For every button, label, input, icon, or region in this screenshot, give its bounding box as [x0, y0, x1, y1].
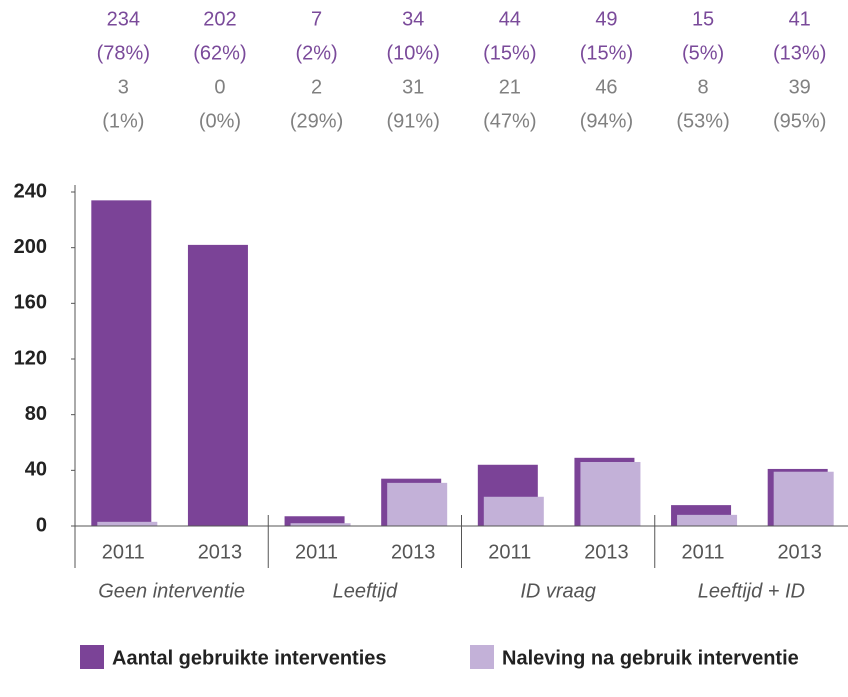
x-tick-label: 2011: [682, 541, 725, 563]
percentage-label: (94%): [580, 110, 633, 132]
value-label: 34: [402, 8, 424, 30]
bar: [97, 521, 158, 526]
bar: [773, 471, 834, 526]
x-tick-label: 2013: [198, 541, 243, 563]
percentage-label: (95%): [773, 110, 826, 132]
value-label: 202: [203, 8, 236, 30]
percentage-label: (78%): [97, 42, 150, 64]
value-label: 44: [499, 8, 521, 30]
y-tick-label: 0: [36, 514, 47, 536]
percentage-label: (2%): [295, 42, 337, 64]
value-label: 234: [107, 8, 140, 30]
legend-label: Naleving na gebruik interventie: [502, 647, 799, 669]
percentage-label: (1%): [102, 110, 144, 132]
legend-swatch: [80, 645, 104, 669]
percentage-label: (15%): [580, 42, 633, 64]
y-tick-label: 160: [14, 292, 47, 314]
value-label: 3: [118, 76, 129, 98]
percentage-label: (13%): [773, 42, 826, 64]
value-label: 46: [595, 76, 617, 98]
y-tick-label: 200: [14, 236, 47, 258]
x-tick-label: 2013: [584, 541, 629, 563]
x-tick-label: 2013: [391, 541, 436, 563]
legend-label: Aantal gebruikte interventies: [112, 647, 387, 669]
value-label: 49: [595, 8, 617, 30]
bar: [91, 200, 152, 526]
percentage-label: (0%): [199, 110, 241, 132]
y-tick-label: 240: [14, 180, 47, 202]
percentage-label: (15%): [483, 42, 536, 64]
value-label: 0: [214, 76, 225, 98]
y-tick-label: 120: [14, 347, 47, 369]
value-label: 41: [789, 8, 811, 30]
percentage-label: (5%): [682, 42, 724, 64]
percentage-label: (62%): [193, 42, 246, 64]
percentage-label: (91%): [387, 110, 440, 132]
percentage-label: (53%): [676, 110, 729, 132]
x-tick-label: 2013: [777, 541, 822, 563]
bar: [387, 482, 448, 526]
group-label: Leeftijd + ID: [698, 580, 805, 602]
value-label: 7: [311, 8, 322, 30]
bar: [677, 514, 738, 526]
y-tick-label: 80: [25, 403, 47, 425]
y-tick-label: 40: [25, 459, 47, 481]
bar: [290, 523, 351, 526]
value-label: 21: [499, 76, 521, 98]
value-label: 39: [789, 76, 811, 98]
percentage-label: (29%): [290, 110, 343, 132]
bar: [284, 516, 345, 526]
percentage-label: (47%): [483, 110, 536, 132]
x-tick-label: 2011: [295, 541, 338, 563]
group-label: Geen interventie: [98, 580, 245, 602]
x-tick-label: 2011: [102, 541, 145, 563]
value-label: 15: [692, 8, 714, 30]
value-label: 2: [311, 76, 322, 98]
value-label: 31: [402, 76, 424, 98]
bar: [580, 461, 641, 526]
value-label: 8: [698, 76, 709, 98]
group-label: Leeftijd: [333, 580, 398, 602]
legend-swatch: [470, 645, 494, 669]
percentage-label: (10%): [387, 42, 440, 64]
bar: [483, 496, 544, 526]
bar: [187, 244, 248, 526]
group-label: ID vraag: [520, 580, 596, 602]
x-tick-label: 2011: [488, 541, 531, 563]
